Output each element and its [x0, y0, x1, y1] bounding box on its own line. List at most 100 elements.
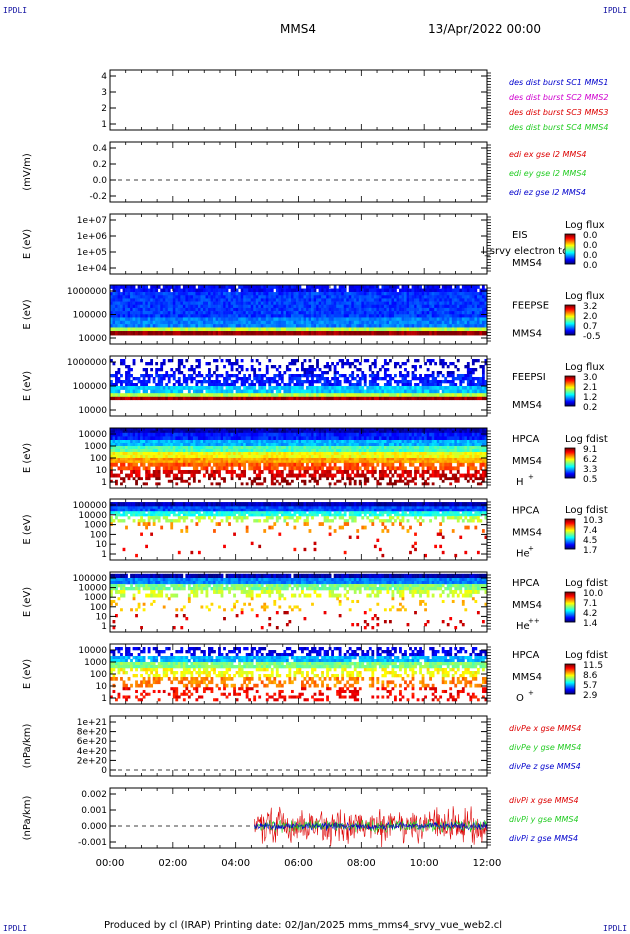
spectrogram-cell — [373, 430, 377, 434]
spectrogram-cell — [208, 377, 211, 381]
spectrogram-cell — [172, 288, 176, 293]
spectrogram-cell — [172, 298, 176, 302]
spectrogram-cell — [386, 295, 390, 299]
spectrogram-cell — [351, 436, 355, 441]
spectrogram-cell — [250, 314, 254, 318]
spectrogram-cell — [295, 327, 299, 332]
spectrogram-cell — [356, 436, 360, 441]
spectrogram-cell — [260, 386, 264, 390]
spectrogram-cell — [275, 285, 279, 289]
spectrogram-cell — [283, 432, 287, 437]
spectrogram-cell — [426, 288, 430, 293]
spectrogram-cell — [386, 327, 390, 332]
spectrogram-cell — [429, 288, 432, 293]
spectrogram-cell — [255, 380, 259, 384]
spectrogram-cell — [280, 288, 284, 293]
spectrogram-cell — [160, 307, 164, 312]
spectrogram-cell — [135, 446, 138, 450]
spectrogram-cell — [318, 320, 322, 325]
spectrogram-cell — [255, 331, 259, 336]
spectrogram-cell — [373, 396, 377, 401]
spectrogram-cell — [215, 428, 219, 431]
spectrogram-cell — [280, 432, 284, 437]
spectrogram-cell — [248, 327, 252, 332]
spectrogram-cell — [142, 295, 146, 299]
spectrogram-cell — [411, 377, 415, 381]
spectrogram-cell — [371, 383, 375, 387]
spectrogram-cell — [431, 304, 435, 309]
spectrogram-cell — [429, 389, 432, 394]
spectrogram-cell — [444, 386, 448, 390]
spectrogram-cell — [353, 428, 357, 431]
spectrogram-cell — [120, 436, 123, 441]
spectrogram-cell — [446, 317, 450, 322]
spectrogram-cell — [439, 432, 443, 437]
spectrogram-cell — [326, 311, 329, 315]
spectrogram-cell — [464, 327, 468, 332]
spectrogram-cell — [112, 374, 116, 378]
spectrogram-cell — [301, 295, 304, 299]
spectrogram-cell — [253, 386, 257, 390]
spectrogram-cell — [167, 311, 171, 315]
spectrogram-cell — [213, 386, 216, 390]
spectrogram-cell — [160, 362, 164, 366]
spectrogram-cell — [338, 288, 342, 293]
spectrogram-cell — [399, 311, 402, 315]
spectrogram-cell — [343, 307, 347, 312]
spectrogram-cell — [429, 304, 432, 309]
spectrogram-cell — [182, 365, 186, 369]
spectrogram-cell — [378, 331, 382, 336]
spectrogram-cell — [388, 285, 392, 289]
spectrogram-cell — [323, 380, 327, 384]
spectrogram-cell — [165, 324, 169, 328]
spectrogram-cell — [200, 285, 204, 289]
spectrogram-cell — [348, 396, 352, 401]
spectrogram-cell — [258, 327, 262, 332]
spectrogram-cell — [275, 436, 279, 441]
spectrogram-cell — [481, 393, 485, 398]
spectrogram-cell — [273, 298, 277, 302]
spectrogram-cell — [195, 311, 199, 315]
spectrogram-cell — [366, 432, 370, 437]
spectrogram-cell — [421, 295, 425, 299]
spectrogram-cell — [439, 292, 443, 296]
spectrogram-cell — [210, 298, 214, 302]
spectrogram-cell — [180, 314, 184, 318]
spectrogram-cell — [270, 311, 274, 315]
spectrogram-cell — [130, 393, 133, 398]
spectrogram-cell — [120, 307, 123, 312]
spectrogram-cell — [293, 317, 297, 322]
spectrogram-cell — [401, 396, 405, 401]
spectrogram-cell — [318, 368, 322, 372]
spectrogram-cell — [303, 295, 307, 299]
spectrogram-cell — [110, 428, 113, 431]
spectrogram-cell — [371, 428, 375, 431]
spectrogram-cell — [125, 446, 128, 450]
spectrogram-cell — [187, 368, 191, 372]
spectrogram-cell — [140, 393, 143, 398]
spectrogram-cell — [464, 430, 468, 434]
spectrogram-cell — [358, 304, 362, 309]
spectrogram-cell — [439, 331, 443, 336]
spectrogram-cell — [280, 307, 284, 312]
spectrogram-cell — [225, 359, 229, 363]
spectrogram-cell — [414, 295, 417, 299]
spectrogram-cell — [283, 443, 287, 447]
spectrogram-cell — [155, 298, 159, 302]
spectrogram-cell — [190, 320, 194, 325]
spectrogram-cell — [192, 377, 196, 381]
spectrogram-cell — [238, 327, 241, 332]
spectrogram-cell — [125, 389, 128, 394]
spectrogram-cell — [155, 320, 159, 325]
spectrogram-cell — [328, 386, 332, 390]
spectrogram-cell — [331, 317, 334, 322]
spectrogram-cell — [446, 432, 450, 437]
spectrogram-cell — [301, 314, 304, 318]
spectrogram-cell — [245, 298, 249, 302]
spectrogram-cell — [278, 371, 282, 375]
spectrogram-cell — [449, 428, 453, 431]
spectrogram-cell — [471, 368, 475, 372]
spectrogram-cell — [110, 292, 113, 296]
spectrogram-cell — [373, 327, 377, 332]
spectrogram-cell — [283, 428, 287, 431]
